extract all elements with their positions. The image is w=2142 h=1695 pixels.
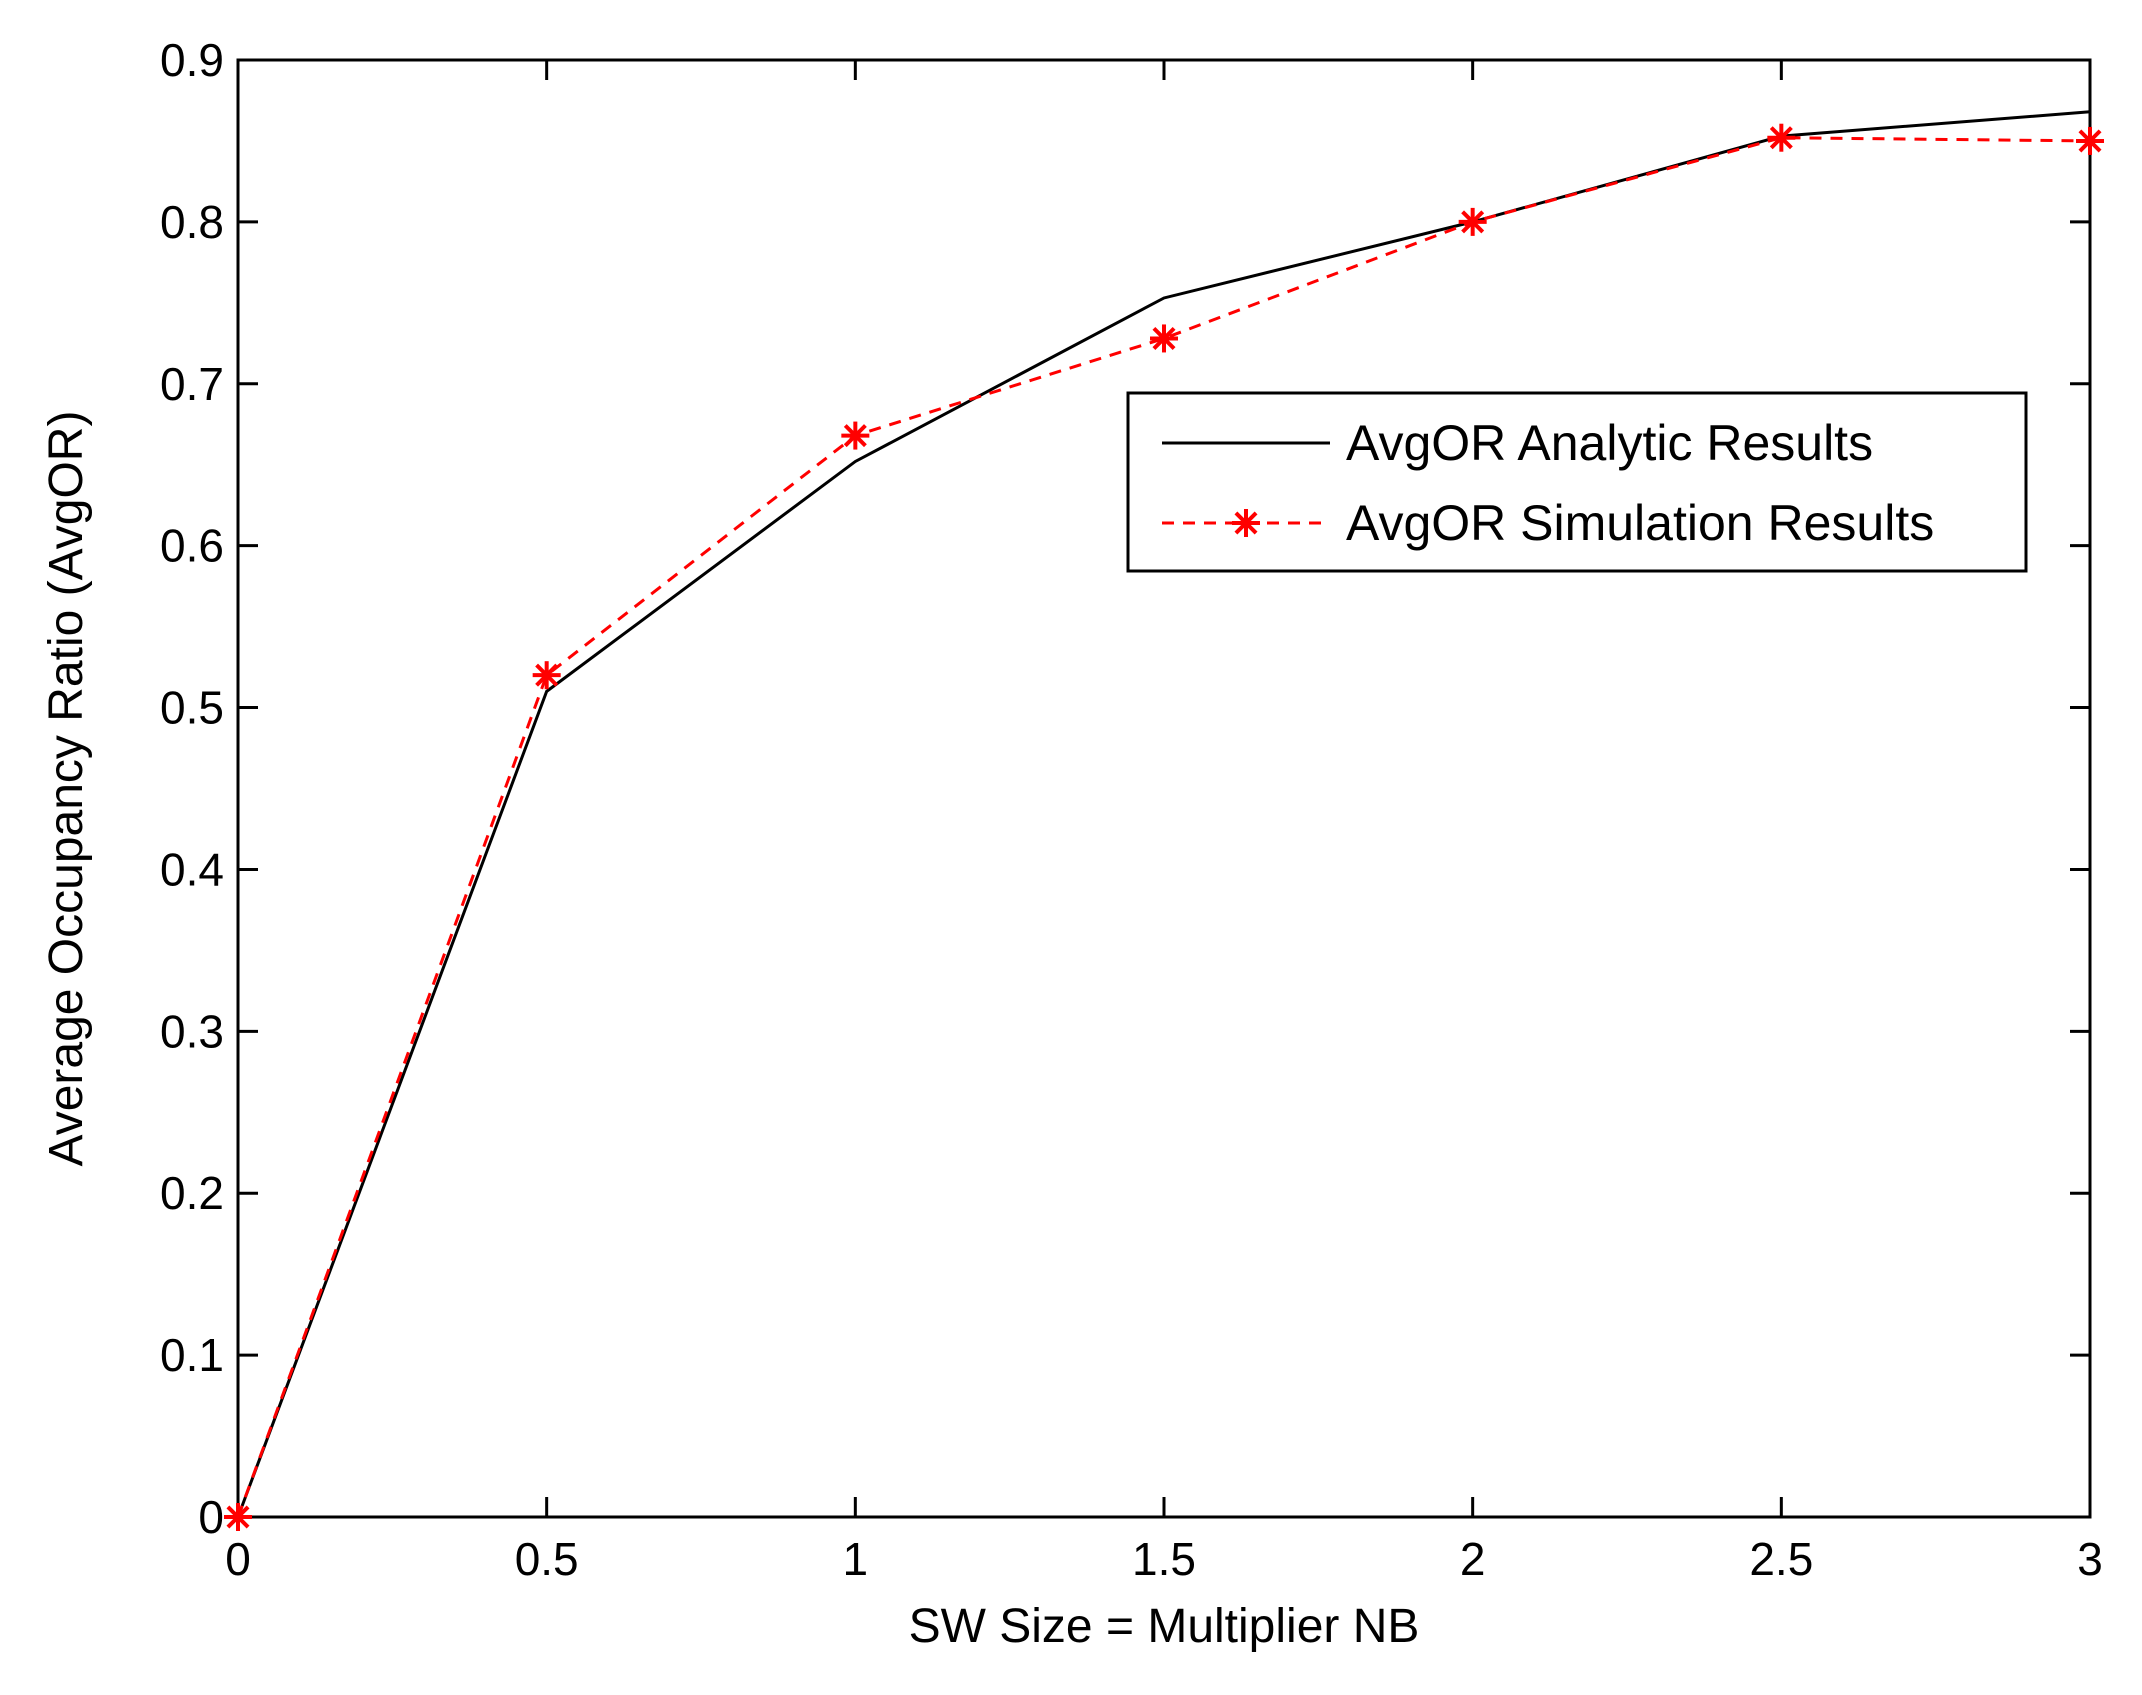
y-tick-label: 0.4: [160, 843, 224, 895]
y-axis-ticks: 0 0.1 0.2 0.3 0.4 0.5 0.6 0.7 0.8 0.9: [160, 34, 2090, 1543]
marker-stroke: [1461, 210, 1485, 234]
series-layer: [224, 110, 2104, 1531]
marker-stroke: [843, 424, 867, 448]
legend-label-2: AvgOR Simulation Results: [1346, 495, 1934, 551]
y-tick-label: 0.8: [160, 196, 224, 248]
series-2-data-point: [2076, 126, 2104, 155]
x-tick-label: 1: [843, 1533, 869, 1585]
legend: AvgOR Analytic Results AvgOR Simulation R…: [1126, 391, 2028, 573]
x-tick-label: 2: [1460, 1533, 1486, 1585]
y-tick-label: 0.7: [160, 358, 224, 410]
marker-stroke: [1234, 511, 1258, 535]
y-tick-label: 0: [198, 1491, 224, 1543]
x-tick-label: 0: [225, 1533, 251, 1585]
legend-box: [1126, 391, 2028, 573]
y-tick-label: 0.1: [160, 1329, 224, 1381]
y-tick-label: 0.3: [160, 1005, 224, 1057]
x-tick-label: 3: [2077, 1533, 2103, 1585]
marker-stroke: [535, 663, 559, 687]
y-tick-label: 0.2: [160, 1167, 224, 1219]
marker-stroke: [226, 1505, 250, 1529]
marker-stroke: [1152, 326, 1176, 350]
x-tick-label: 0.5: [515, 1533, 579, 1585]
legend-marker-2: [1232, 509, 1260, 537]
x-axis-ticks: 0 0.5 1 1.5 2 2.5 3: [225, 60, 2103, 1585]
series-2-data-point: [841, 421, 870, 450]
series-2-data-point: [532, 661, 561, 690]
marker-stroke: [2078, 129, 2102, 153]
y-tick-label: 0.6: [160, 520, 224, 572]
y-tick-label: 0.5: [160, 682, 224, 734]
y-axis-label: Average Occupancy Ratio (AvgOR): [40, 411, 93, 1167]
x-tick-label: 1.5: [1132, 1533, 1196, 1585]
legend-label-1: AvgOR Analytic Results: [1346, 415, 1873, 471]
series-2-data-point: [1458, 207, 1487, 236]
y-tick-label: 0.9: [160, 34, 224, 86]
marker-stroke: [1769, 126, 1793, 150]
series-2-data-point: [224, 1503, 252, 1531]
x-axis-label: SW Size = Multiplier NB: [909, 1600, 1420, 1653]
x-tick-label: 2.5: [1749, 1533, 1813, 1585]
series-2-data-point: [1150, 324, 1178, 353]
series-2-data-point: [1767, 123, 1796, 152]
